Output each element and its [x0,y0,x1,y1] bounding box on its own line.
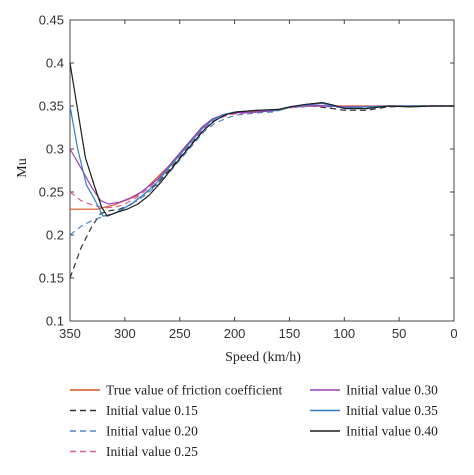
y-axis-title: Mu [15,158,30,177]
x-tick-label: 300 [114,326,136,341]
y-tick-label: 0.45 [39,13,64,28]
legend-label-2: Initial value 0.15 [106,403,198,418]
series-layer [69,62,454,279]
y-tick-label: 0.3 [46,142,64,157]
series-line-5 [69,104,454,205]
series-line-1 [70,105,454,210]
y-tick-label: 0.2 [46,228,64,243]
legend: True value of friction coefficient Initia… [70,383,438,459]
x-tick-label: 0 [450,326,457,341]
y-tick-label: 0.25 [39,185,64,200]
y-tick-label: 0.4 [46,56,64,71]
series-line-4 [69,105,454,209]
x-tick-label: 150 [279,326,301,341]
x-tick-label: 100 [333,326,355,341]
legend-label-5: Initial value 0.30 [346,383,438,398]
x-axis-title: Speed (km/h) [225,350,301,365]
legend-label-7: Initial value 0.40 [346,424,438,439]
x-axis: 350 300 250 200 150 100 50 0 [59,20,458,341]
series-line-3 [69,105,454,236]
x-tick-label: 350 [59,326,81,341]
y-axis: 0.1 0.15 0.2 0.25 0.3 0.35 0.4 0.45 [39,13,454,329]
x-tick-label: 250 [169,326,191,341]
y-tick-label: 0.1 [46,314,64,329]
series-line-7 [69,62,454,217]
legend-label-6: Initial value 0.35 [346,403,438,418]
plot-frame [69,19,455,322]
plot-border [69,19,455,322]
y-tick-label: 0.35 [39,99,64,114]
y-tick-label: 0.15 [39,271,64,286]
series-line-2 [69,105,454,279]
legend-label-3: Initial value 0.20 [106,424,198,439]
x-tick-label: 50 [392,326,406,341]
legend-label-4: Initial value 0.25 [106,444,198,459]
x-tick-label: 200 [224,326,246,341]
legend-label-1: True value of friction coefficient [106,383,282,398]
